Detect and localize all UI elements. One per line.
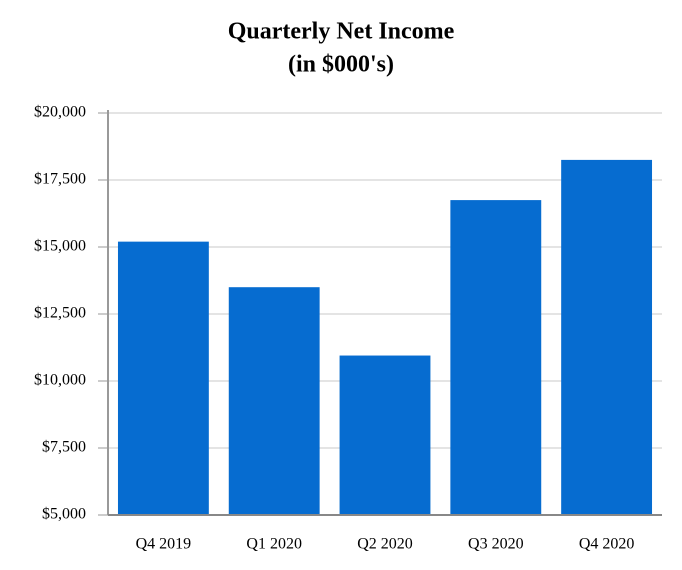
y-tick-label: $7,500: [42, 439, 86, 456]
chart-subtitle: (in $000's): [288, 52, 394, 78]
x-tick-label: Q1 2020: [246, 536, 302, 553]
bar: [339, 355, 431, 515]
bar: [561, 159, 653, 515]
y-tick-label: $17,500: [34, 171, 86, 188]
bar: [228, 287, 320, 515]
y-tick-label: $20,000: [34, 104, 86, 121]
x-tick-label: Q2 2020: [357, 536, 413, 553]
x-tick-label: Q4 2020: [579, 536, 635, 553]
bar: [117, 241, 209, 515]
y-tick-label: $12,500: [34, 305, 86, 322]
y-tick-label: $15,000: [34, 238, 86, 255]
y-tick-label: $10,000: [34, 372, 86, 389]
bar: [450, 200, 542, 515]
y-tick-label: $5,000: [42, 506, 86, 523]
x-tick-label: Q3 2020: [468, 536, 524, 553]
chart-title: Quarterly Net Income: [228, 19, 455, 45]
x-tick-label: Q4 2019: [136, 536, 192, 553]
